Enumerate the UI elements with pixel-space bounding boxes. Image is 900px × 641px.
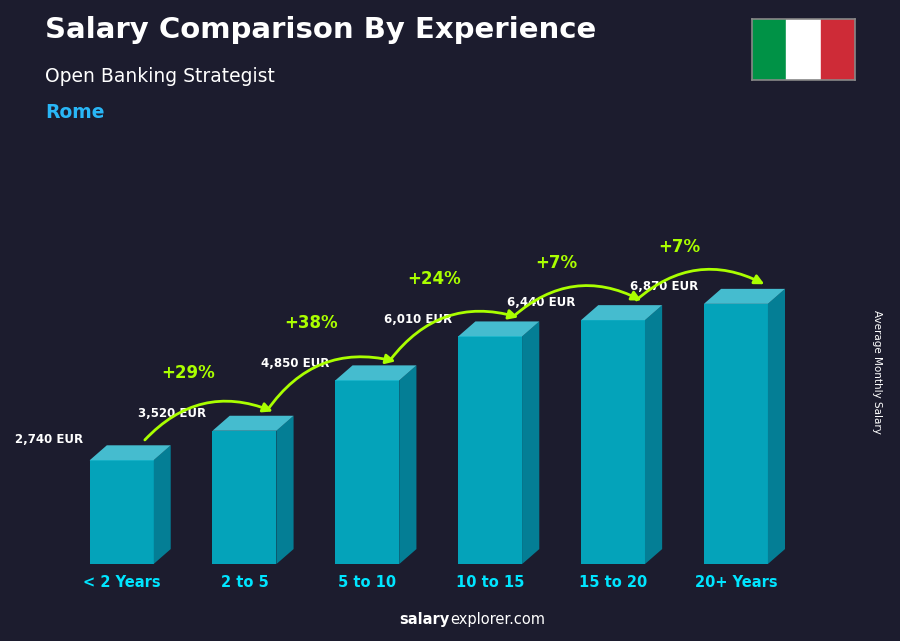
- Text: 6,440 EUR: 6,440 EUR: [507, 296, 575, 310]
- Polygon shape: [704, 304, 768, 564]
- Text: explorer.com: explorer.com: [450, 612, 545, 627]
- Text: 6,870 EUR: 6,870 EUR: [629, 280, 698, 293]
- Polygon shape: [768, 289, 785, 564]
- Polygon shape: [645, 305, 662, 564]
- Polygon shape: [581, 320, 645, 564]
- Text: salary: salary: [400, 612, 450, 627]
- Polygon shape: [458, 321, 539, 337]
- Polygon shape: [704, 289, 785, 304]
- Text: 6,010 EUR: 6,010 EUR: [384, 313, 452, 326]
- Text: 2,740 EUR: 2,740 EUR: [15, 433, 84, 446]
- Polygon shape: [336, 365, 417, 380]
- Text: +7%: +7%: [536, 254, 578, 272]
- Polygon shape: [212, 416, 293, 431]
- Text: 4,850 EUR: 4,850 EUR: [261, 356, 329, 370]
- Polygon shape: [90, 445, 171, 460]
- Bar: [752, 19, 786, 80]
- Text: Average Monthly Salary: Average Monthly Salary: [872, 310, 883, 434]
- Polygon shape: [581, 305, 662, 320]
- Polygon shape: [522, 321, 539, 564]
- Text: Open Banking Strategist: Open Banking Strategist: [45, 67, 274, 87]
- Text: 3,520 EUR: 3,520 EUR: [139, 407, 206, 420]
- Polygon shape: [212, 431, 276, 564]
- Polygon shape: [458, 337, 522, 564]
- Text: +7%: +7%: [659, 238, 701, 256]
- Text: +24%: +24%: [407, 270, 461, 288]
- Text: Salary Comparison By Experience: Salary Comparison By Experience: [45, 16, 596, 44]
- Text: Rome: Rome: [45, 103, 104, 122]
- Polygon shape: [276, 416, 293, 564]
- Bar: [786, 19, 821, 80]
- Polygon shape: [400, 365, 417, 564]
- Polygon shape: [154, 445, 171, 564]
- Polygon shape: [90, 460, 154, 564]
- Bar: [821, 19, 855, 80]
- Text: +29%: +29%: [161, 365, 215, 383]
- Text: +38%: +38%: [284, 314, 338, 332]
- Polygon shape: [336, 380, 400, 564]
